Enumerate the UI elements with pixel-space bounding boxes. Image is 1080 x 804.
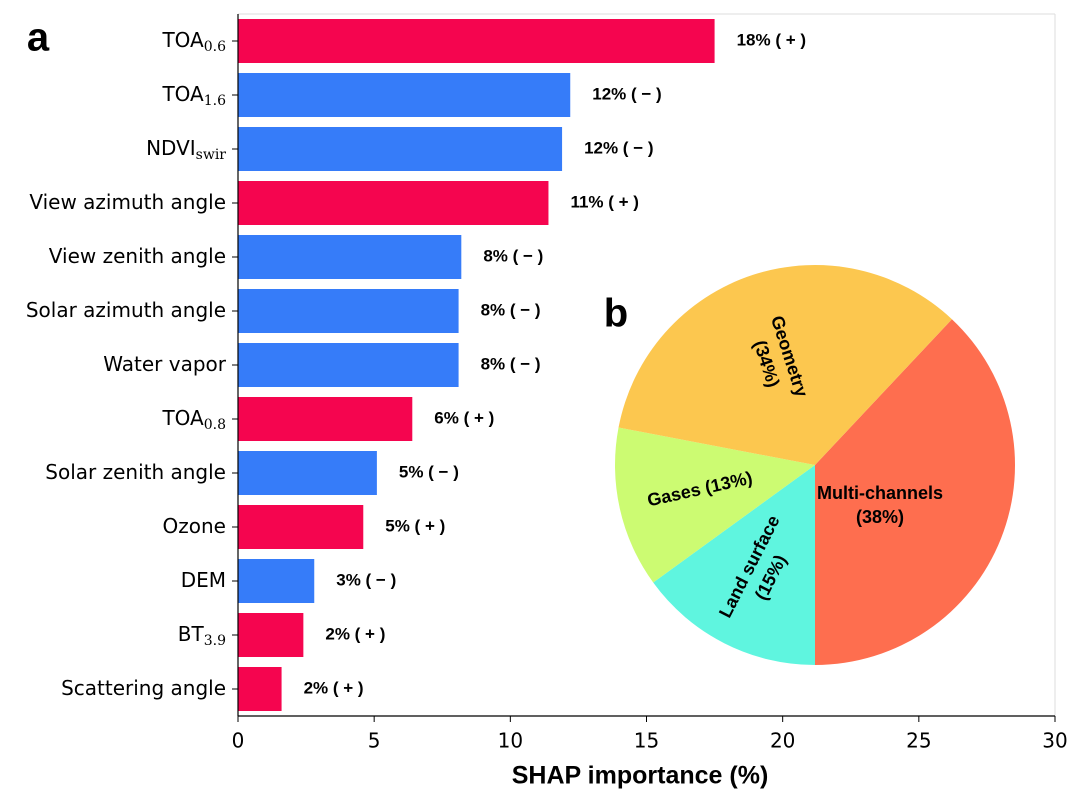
value-label: 6% ( + ) xyxy=(434,408,494,427)
panel-label: a xyxy=(27,16,50,60)
y-tick-label: TOA0.6 xyxy=(161,28,226,56)
bar xyxy=(238,289,459,333)
value-label: 11% ( + ) xyxy=(570,192,639,211)
y-tick-label: NDVIswir xyxy=(146,136,226,164)
value-label: 5% ( − ) xyxy=(399,462,459,481)
category-text: View zenith angle xyxy=(49,244,226,268)
x-axis-label: SHAP importance (%) xyxy=(512,762,769,790)
y-tick-label: TOA0.8 xyxy=(161,406,226,434)
category-text: Solar azimuth angle xyxy=(26,298,226,322)
y-tick-label: Solar zenith angle xyxy=(45,460,226,484)
bar xyxy=(238,343,459,387)
category-text: TOA xyxy=(161,28,204,52)
value-label: 8% ( − ) xyxy=(481,354,541,373)
y-tick-label: Solar azimuth angle xyxy=(26,298,226,322)
value-label: 3% ( − ) xyxy=(336,570,396,589)
category-subscript: 0.8 xyxy=(204,417,226,433)
value-label: 2% ( + ) xyxy=(304,678,364,697)
y-tick-label: View zenith angle xyxy=(49,244,226,268)
slice-value: (38%) xyxy=(856,507,904,527)
category-text: Water vapor xyxy=(103,352,227,376)
category-text: Solar zenith angle xyxy=(45,460,226,484)
bar xyxy=(238,613,304,657)
category-subscript: 1.6 xyxy=(204,93,226,109)
category-text: DEM xyxy=(181,568,226,592)
pie-slice xyxy=(618,264,952,465)
slice-label: Multi-channels (38%) xyxy=(817,483,943,527)
category-subscript: 3.9 xyxy=(204,633,226,649)
y-tick-label: Water vapor xyxy=(103,352,227,376)
pie-slice xyxy=(653,465,815,665)
category-text: Ozone xyxy=(163,514,226,538)
bar xyxy=(238,667,282,711)
y-tick-label: Scattering angle xyxy=(61,676,226,700)
y-tick-label: View azimuth angle xyxy=(29,190,226,214)
value-label: 12% ( − ) xyxy=(584,138,653,157)
bar xyxy=(238,181,549,225)
category-text: View azimuth angle xyxy=(29,190,226,214)
category-text: NDVI xyxy=(146,136,196,160)
value-label: 18% ( + ) xyxy=(737,30,806,49)
y-tick-label: Ozone xyxy=(163,514,226,538)
y-tick-label: TOA1.6 xyxy=(161,82,226,110)
x-tick-label: 5 xyxy=(368,729,381,753)
bar xyxy=(238,505,364,549)
bar xyxy=(238,397,413,441)
panel-label: b xyxy=(604,292,628,336)
slice-name: Multi-channels xyxy=(817,483,943,503)
category-subscript: 0.6 xyxy=(204,39,226,55)
x-tick-label: 10 xyxy=(498,729,523,753)
pie-slice xyxy=(614,427,815,583)
category-text: Scattering angle xyxy=(61,676,226,700)
value-label: 8% ( − ) xyxy=(483,246,543,265)
bar xyxy=(238,127,563,171)
bar xyxy=(238,73,571,117)
value-label: 8% ( − ) xyxy=(481,300,541,319)
x-tick-label: 25 xyxy=(906,729,931,753)
value-label: 12% ( − ) xyxy=(592,84,661,103)
bar xyxy=(238,235,462,279)
x-tick-label: 15 xyxy=(634,729,659,753)
x-tick-label: 0 xyxy=(232,729,245,753)
value-label: 5% ( + ) xyxy=(385,516,445,535)
value-label: 2% ( + ) xyxy=(325,624,385,643)
bar xyxy=(238,451,377,495)
pie-slice xyxy=(815,319,1015,665)
x-tick-label: 20 xyxy=(770,729,795,753)
bar xyxy=(238,559,315,603)
y-tick-label: BT3.9 xyxy=(178,622,226,650)
y-tick-label: DEM xyxy=(181,568,226,592)
category-subscript: swir xyxy=(196,147,227,163)
category-text: TOA xyxy=(161,406,204,430)
x-tick-label: 30 xyxy=(1042,729,1067,753)
bar xyxy=(238,19,715,63)
category-text: TOA xyxy=(161,82,204,106)
category-text: BT xyxy=(178,622,205,646)
